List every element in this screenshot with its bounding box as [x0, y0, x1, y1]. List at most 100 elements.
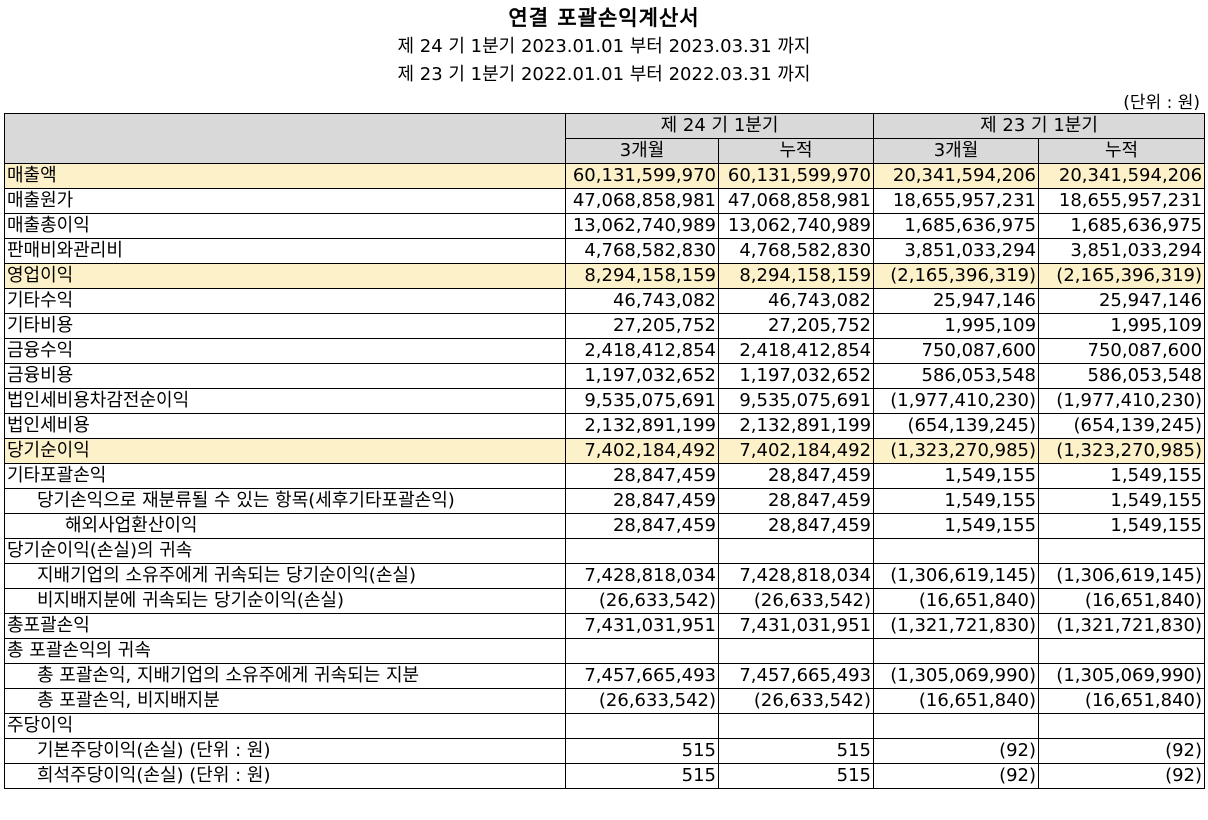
- period-current: 제 24 기 1분기 2023.01.01 부터 2023.03.31 까지: [397, 36, 811, 57]
- value-prior-cumulative: (654,139,245): [1038, 413, 1206, 439]
- value-prior-3m: (654,139,245): [873, 413, 1040, 439]
- table-row: 당기순이익 7,402,184,492 7,402,184,492 (1,323,27…: [4, 438, 1206, 464]
- value-prior-3m: [873, 713, 1040, 739]
- value-prior-cumulative: [1038, 538, 1206, 564]
- value-current-cumulative: 27,205,752: [717, 313, 875, 339]
- value-current-3m: 9,535,075,691: [565, 388, 719, 414]
- value-prior-3m: (1,321,721,830): [873, 613, 1040, 639]
- table-row: 법인세비용차감전순이익 9,535,075,691 9,535,075,691 (1,…: [4, 388, 1206, 414]
- value-current-3m: [565, 713, 719, 739]
- value-current-cumulative: 46,743,082: [717, 288, 875, 314]
- value-prior-3m: (1,323,270,985): [873, 438, 1040, 464]
- row-label: 금융수익: [4, 338, 566, 364]
- value-current-cumulative: 515: [717, 738, 875, 764]
- row-label: 기타포괄손익: [4, 463, 566, 489]
- row-label: 판매비와관리비: [4, 238, 566, 264]
- value-current-3m: 46,743,082: [565, 288, 719, 314]
- value-prior-3m: 1,995,109: [873, 313, 1040, 339]
- row-label: 총 포괄손익, 지배기업의 소유주에게 귀속되는 지분: [4, 663, 566, 689]
- value-prior-cumulative: 750,087,600: [1038, 338, 1206, 364]
- value-prior-cumulative: 18,655,957,231: [1038, 188, 1206, 214]
- value-current-cumulative: 28,847,459: [717, 463, 875, 489]
- table-row: 기타포괄손익 28,847,459 28,847,459 1,549,155 1,549…: [4, 463, 1206, 489]
- value-prior-cumulative: 1,685,636,975: [1038, 213, 1206, 239]
- income-statement-table: 제 24 기 1분기 제 23 기 1분기 3개월 누적 3개월 누적 매출액 6…: [4, 113, 1206, 789]
- value-prior-3m: (1,977,410,230): [873, 388, 1040, 414]
- value-prior-cumulative: (2,165,396,319): [1038, 263, 1206, 289]
- table-row: 총 포괄손익, 비지배지분 (26,633,542) (26,633,542) (16…: [4, 688, 1206, 714]
- value-current-cumulative: 7,431,031,951: [717, 613, 875, 639]
- value-prior-cumulative: 20,341,594,206: [1038, 163, 1206, 189]
- value-current-cumulative: 60,131,599,970: [717, 163, 875, 189]
- value-prior-3m: (1,306,619,145): [873, 563, 1040, 589]
- row-label: 당기순이익: [4, 438, 566, 464]
- table-row: 법인세비용 2,132,891,199 2,132,891,199 (654,139,…: [4, 413, 1206, 439]
- unit-label: (단위 : 원): [1123, 93, 1200, 113]
- value-current-3m: 28,847,459: [565, 463, 719, 489]
- value-prior-cumulative: (1,323,270,985): [1038, 438, 1206, 464]
- value-current-cumulative: 4,768,582,830: [717, 238, 875, 264]
- table-row: 비지배지분에 귀속되는 당기순이익(손실) (26,633,542) (26,633…: [4, 588, 1206, 614]
- header-prior-cumulative: 누적: [1038, 138, 1206, 164]
- row-label: 기본주당이익(손실) (단위 : 원): [4, 738, 566, 764]
- value-current-3m: 8,294,158,159: [565, 263, 719, 289]
- value-prior-3m: 20,341,594,206: [873, 163, 1040, 189]
- value-current-cumulative: 2,132,891,199: [717, 413, 875, 439]
- table-row: 판매비와관리비 4,768,582,830 4,768,582,830 3,851,0…: [4, 238, 1206, 264]
- table-row: 총 포괄손익, 지배기업의 소유주에게 귀속되는 지분 7,457,665,493…: [4, 663, 1206, 689]
- table-row: 영업이익 8,294,158,159 8,294,158,159 (2,165,396…: [4, 263, 1206, 289]
- table-row: 매출원가 47,068,858,981 47,068,858,981 18,655,9…: [4, 188, 1206, 214]
- row-label: 당기손익으로 재분류될 수 있는 항목(세후기타포괄손익): [4, 488, 566, 514]
- value-prior-cumulative: [1038, 713, 1206, 739]
- value-current-cumulative: [717, 538, 875, 564]
- value-prior-3m: (92): [873, 738, 1040, 764]
- value-prior-cumulative: (16,651,840): [1038, 688, 1206, 714]
- row-label: 매출원가: [4, 188, 566, 214]
- value-current-cumulative: 7,402,184,492: [717, 438, 875, 464]
- row-label: 해외사업환산이익: [4, 513, 566, 539]
- table-row: 주당이익: [4, 713, 1206, 739]
- table-row: 매출총이익 13,062,740,989 13,062,740,989 1,685,6…: [4, 213, 1206, 239]
- value-current-3m: 7,431,031,951: [565, 613, 719, 639]
- value-current-3m: [565, 538, 719, 564]
- value-current-3m: (26,633,542): [565, 688, 719, 714]
- value-current-cumulative: (26,633,542): [717, 588, 875, 614]
- value-current-cumulative: (26,633,542): [717, 688, 875, 714]
- value-prior-cumulative: 3,851,033,294: [1038, 238, 1206, 264]
- value-current-cumulative: 47,068,858,981: [717, 188, 875, 214]
- value-prior-cumulative: (1,305,069,990): [1038, 663, 1206, 689]
- value-current-3m: 7,402,184,492: [565, 438, 719, 464]
- table-row: 당기손익으로 재분류될 수 있는 항목(세후기타포괄손익) 28,847,459 2…: [4, 488, 1206, 514]
- value-prior-cumulative: (92): [1038, 738, 1206, 764]
- value-prior-cumulative: (92): [1038, 763, 1206, 789]
- value-current-3m: 515: [565, 738, 719, 764]
- value-current-3m: 7,457,665,493: [565, 663, 719, 689]
- value-current-3m: 7,428,818,034: [565, 563, 719, 589]
- table-row: 기타수익 46,743,082 46,743,082 25,947,146 25,947…: [4, 288, 1206, 314]
- value-current-3m: 13,062,740,989: [565, 213, 719, 239]
- table-row: 당기순이익(손실)의 귀속: [4, 538, 1206, 564]
- value-current-3m: 2,132,891,199: [565, 413, 719, 439]
- value-prior-cumulative: 1,549,155: [1038, 488, 1206, 514]
- value-prior-cumulative: [1038, 638, 1206, 664]
- header-current-period: 제 24 기 1분기: [564, 113, 875, 139]
- value-prior-3m: [873, 638, 1040, 664]
- row-label: 총포괄손익: [4, 613, 566, 639]
- value-prior-3m: [873, 538, 1040, 564]
- table-row: 매출액 60,131,599,970 60,131,599,970 20,341,59…: [4, 163, 1206, 189]
- value-current-3m: (26,633,542): [565, 588, 719, 614]
- value-current-cumulative: 28,847,459: [717, 488, 875, 514]
- value-prior-3m: (1,305,069,990): [873, 663, 1040, 689]
- value-prior-3m: 1,549,155: [873, 513, 1040, 539]
- value-prior-3m: (2,165,396,319): [873, 263, 1040, 289]
- value-prior-cumulative: (1,306,619,145): [1038, 563, 1206, 589]
- value-prior-3m: 3,851,033,294: [873, 238, 1040, 264]
- value-current-cumulative: [717, 713, 875, 739]
- table-row: 금융수익 2,418,412,854 2,418,412,854 750,087,60…: [4, 338, 1206, 364]
- value-current-3m: 28,847,459: [565, 513, 719, 539]
- value-prior-3m: 1,549,155: [873, 463, 1040, 489]
- row-label: 법인세비용: [4, 413, 566, 439]
- table-row: 기본주당이익(손실) (단위 : 원) 515 515 (92) (92): [4, 738, 1206, 764]
- value-prior-3m: 586,053,548: [873, 363, 1040, 389]
- row-label: 주당이익: [4, 713, 566, 739]
